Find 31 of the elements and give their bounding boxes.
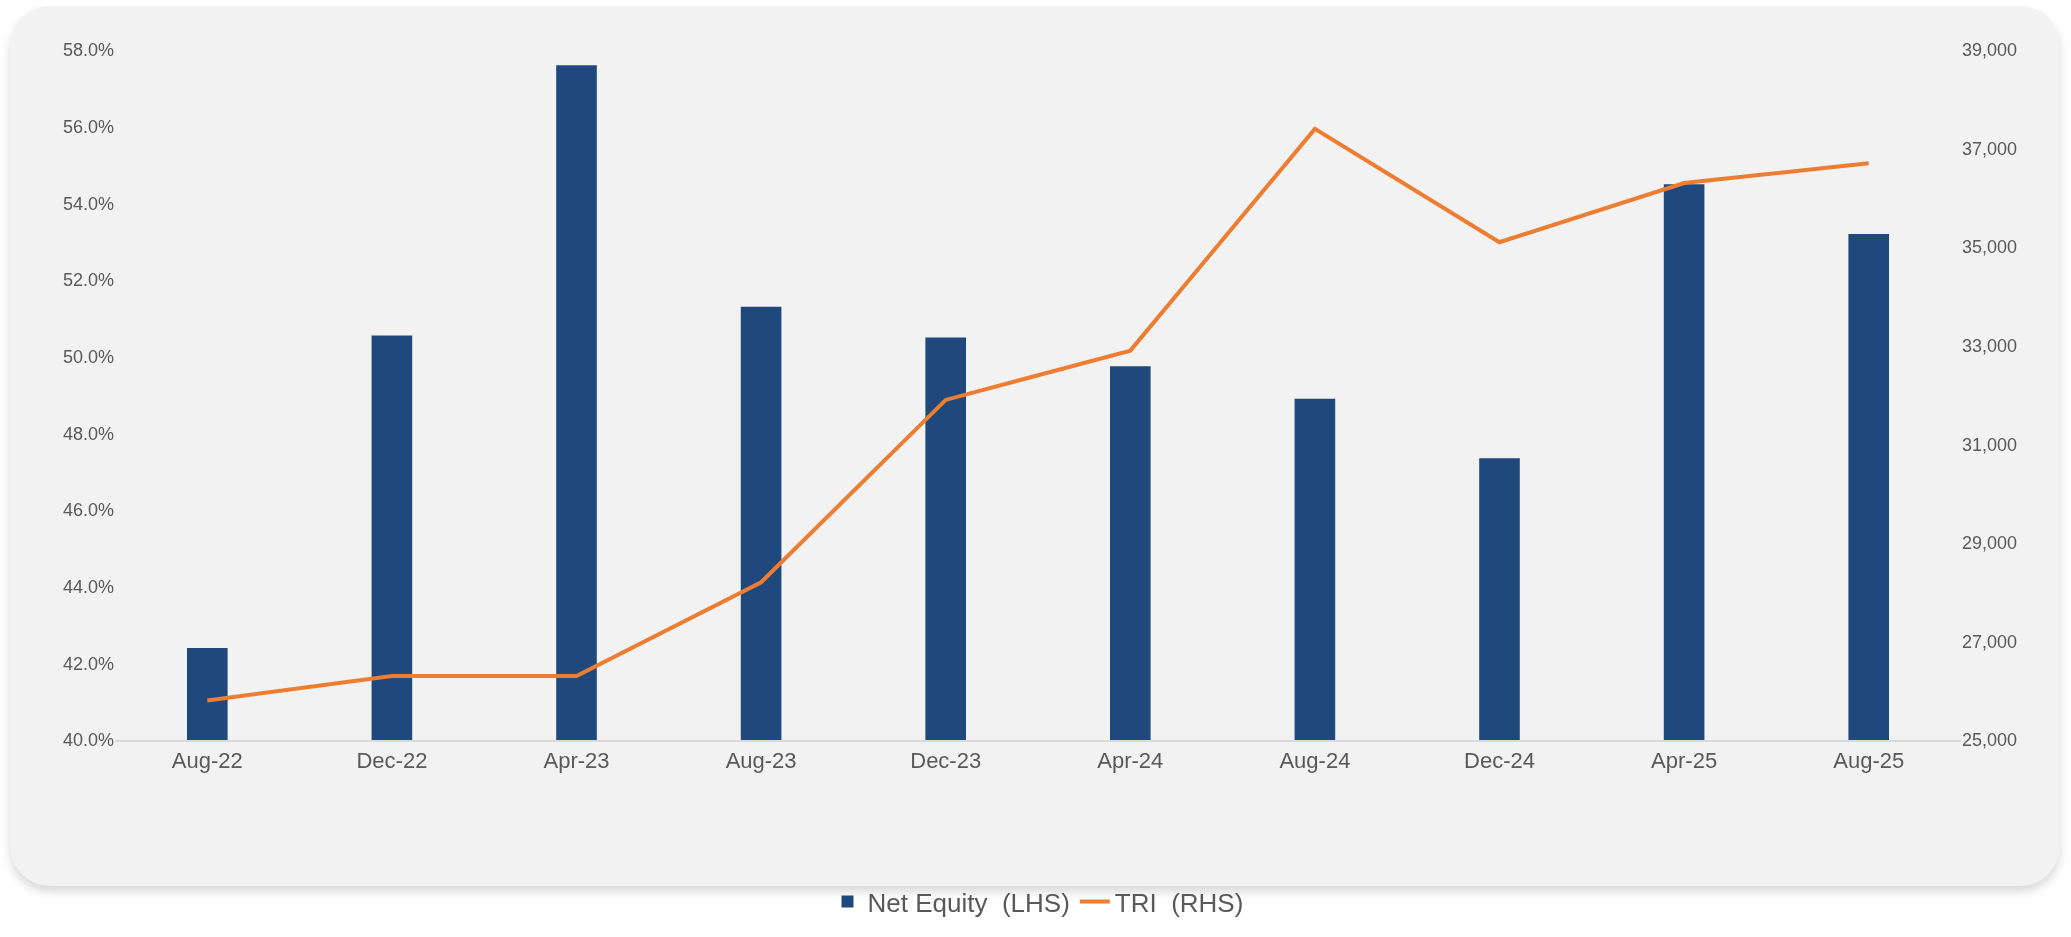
y-tick-label: 56.0% [62,116,114,137]
x-tick-label: Apr-24 [1097,748,1164,774]
y-tick-label: 54.0% [62,193,114,214]
y2-tick-label: 29,000 [1962,533,2018,554]
legend-label: Net Equity (LHS) [867,887,1070,918]
y2-tick-label: 25,000 [1962,730,2018,751]
y-tick-label: 48.0% [62,423,114,444]
x-tick-label: Dec-23 [910,748,982,774]
x-tick-label: Dec-22 [356,748,428,774]
y-tick-label: 52.0% [62,270,114,291]
y2-tick-label: 37,000 [1962,138,2018,159]
y2-tick-label: 35,000 [1962,237,2018,258]
y-tick-label: 44.0% [62,576,114,597]
x-tick-label: Apr-25 [1651,748,1718,774]
y-tick-label: 42.0% [62,653,114,674]
legend-label: TRI (RHS) [1114,887,1244,918]
x-tick-label: Aug-25 [1833,748,1905,774]
line-series [205,126,1871,703]
y2-tick-label: 33,000 [1962,336,2018,357]
x-tick-label: Aug-22 [171,748,243,774]
x-tick-label: Aug-24 [1279,748,1351,774]
x-tick-label: Aug-23 [725,748,797,774]
x-tick-label: Apr-23 [543,748,610,774]
x-tick-label: Dec-24 [1464,748,1535,774]
y-tick-label: 50.0% [62,346,114,367]
y2-tick-label: 27,000 [1962,631,2018,652]
y2-tick-label: 39,000 [1962,40,2018,61]
y2-tick-label: 31,000 [1962,434,2018,455]
y-tick-label: 46.0% [62,500,114,521]
y-tick-label: 40.0% [62,730,114,751]
y-tick-label: 58.0% [62,40,114,61]
